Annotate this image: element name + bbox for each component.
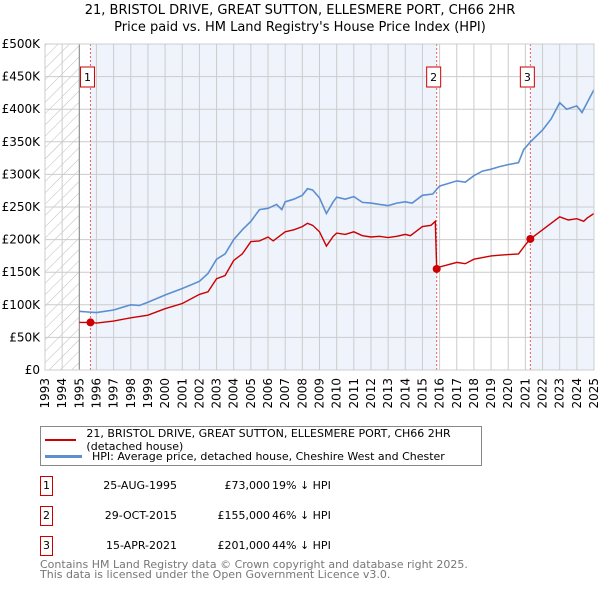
y-tick-label: £300K — [2, 167, 42, 181]
x-tick-label: 2009 — [313, 378, 327, 409]
property-line-swatch — [45, 438, 77, 441]
sale-number-badge: 3 — [40, 536, 53, 556]
sale-number-box — [519, 66, 535, 88]
sale-point — [86, 318, 95, 327]
x-tick-label: 1997 — [107, 378, 121, 409]
sale-row: 1 25-AUG-1995 £73,000 19% ↓ HPI — [40, 476, 440, 496]
sale-number-badge: 2 — [40, 506, 53, 526]
x-tick-label: 2016 — [433, 378, 447, 409]
y-tick-label: £200K — [2, 233, 42, 247]
sale-number-box — [426, 66, 442, 88]
hpi-series-line — [79, 89, 595, 314]
x-tick-label: 2011 — [347, 378, 361, 409]
x-tick-label: 2015 — [415, 378, 429, 409]
y-tick-label: £100K — [2, 298, 42, 312]
y-tick-label: £0 — [25, 363, 40, 377]
x-tick-label: 2020 — [501, 378, 515, 409]
sale-date: 15-APR-2021 — [105, 539, 177, 552]
sale-point — [526, 234, 535, 243]
y-tick-label: £350K — [2, 135, 42, 149]
sale-date: 25-AUG-1995 — [103, 479, 177, 492]
sale-hpi-delta: 19% ↓ HPI — [272, 479, 331, 492]
x-tick-label: 1993 — [38, 378, 52, 409]
sale-hpi-delta: 46% ↓ HPI — [272, 509, 331, 522]
x-tick-label: 2013 — [381, 378, 395, 409]
legend-item-property: 21, BRISTOL DRIVE, GREAT SUTTON, ELLESME… — [41, 427, 481, 453]
footer: Contains HM Land Registry data © Crown c… — [40, 558, 468, 581]
x-tick-label: 2024 — [570, 378, 584, 409]
x-tick-label: 2001 — [175, 378, 189, 409]
x-tick-label: 2014 — [398, 378, 412, 409]
x-tick-label: 2008 — [295, 378, 309, 409]
legend-label: 21, BRISTOL DRIVE, GREAT SUTTON, ELLESME… — [86, 426, 451, 453]
property-series-line — [79, 212, 595, 324]
x-tick-label: 2022 — [536, 378, 550, 409]
y-tick-label: £450K — [2, 70, 42, 84]
sale-number-label: 2 — [430, 71, 437, 84]
footer-licence: This data is licensed under the Open Gov… — [40, 568, 391, 581]
x-tick-label: 1995 — [72, 378, 86, 409]
x-tick-label: 2025 — [587, 378, 600, 409]
sale-point — [432, 264, 441, 273]
y-tick-label: £50K — [9, 330, 41, 344]
sale-price: £155,000 — [217, 509, 271, 522]
plot-border — [44, 43, 595, 371]
sale-row: 3 15-APR-2021 £201,000 44% ↓ HPI — [40, 536, 440, 556]
x-tick-label: 2004 — [227, 378, 241, 409]
sale-date: 29-OCT-2015 — [104, 509, 177, 522]
x-tick-label: 2019 — [484, 378, 498, 409]
x-tick-label: 2023 — [553, 378, 567, 409]
x-tick-label: 2018 — [467, 378, 481, 409]
legend: 21, BRISTOL DRIVE, GREAT SUTTON, ELLESME… — [40, 426, 482, 466]
footer-copyright: Contains HM Land Registry data © Crown c… — [40, 558, 468, 571]
sale-number-box — [79, 66, 95, 88]
y-tick-label: £500K — [2, 37, 42, 51]
sale-hpi-delta: 44% ↓ HPI — [272, 539, 331, 552]
x-tick-label: 2005 — [244, 378, 258, 409]
sale-price: £73,000 — [224, 479, 271, 492]
x-tick-label: 1996 — [89, 378, 103, 409]
legend-item-hpi: HPI: Average price, detached house, Ches… — [41, 448, 481, 465]
x-tick-label: 2010 — [330, 378, 344, 409]
x-tick-label: 1994 — [55, 378, 69, 409]
sale-number-label: 1 — [84, 71, 91, 84]
x-tick-label: 1998 — [124, 378, 138, 409]
x-tick-label: 1999 — [141, 378, 155, 409]
hpi-line-swatch — [45, 455, 82, 458]
x-tick-label: 2006 — [261, 378, 275, 409]
x-tick-label: 2012 — [364, 378, 378, 409]
x-tick-label: 2007 — [278, 378, 292, 409]
sale-number-badge: 1 — [40, 476, 53, 496]
x-tick-label: 2021 — [518, 378, 532, 409]
y-tick-label: £400K — [2, 102, 42, 116]
chart-subtitle: Price paid vs. HM Land Registry's House … — [114, 20, 486, 35]
sale-price: £201,000 — [217, 539, 271, 552]
chart-title: 21, BRISTOL DRIVE, GREAT SUTTON, ELLESME… — [84, 3, 516, 18]
legend-label: HPI: Average price, detached house, Ches… — [92, 450, 445, 463]
sale-row: 2 29-OCT-2015 £155,000 46% ↓ HPI — [40, 506, 440, 526]
sale-number-label: 3 — [524, 71, 531, 84]
y-tick-label: £150K — [2, 265, 42, 279]
x-tick-label: 2000 — [158, 378, 172, 409]
x-tick-label: 2003 — [210, 378, 224, 409]
y-tick-label: £250K — [2, 200, 42, 214]
x-tick-label: 2017 — [450, 378, 464, 409]
x-tick-label: 2002 — [192, 378, 206, 409]
